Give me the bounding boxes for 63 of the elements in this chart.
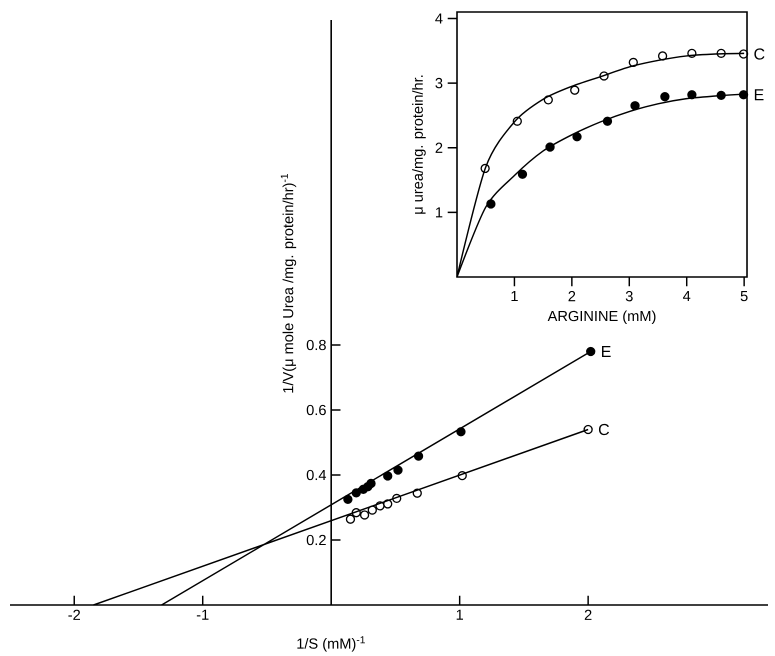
y-tick-label: 3 bbox=[435, 78, 442, 88]
point bbox=[716, 48, 726, 58]
x-tick-label: 2 bbox=[584, 610, 592, 620]
point bbox=[544, 95, 553, 105]
point bbox=[512, 116, 522, 126]
point bbox=[480, 164, 490, 174]
x-tick-label: 2 bbox=[568, 291, 576, 302]
point bbox=[602, 116, 612, 126]
point bbox=[343, 494, 353, 504]
series-label: C bbox=[598, 424, 610, 436]
x-tick-label: 3 bbox=[626, 291, 633, 302]
point bbox=[392, 494, 402, 504]
y-tick-label: 0.4 bbox=[306, 470, 326, 480]
series-label: C bbox=[754, 48, 764, 60]
y-tick-label: 1 bbox=[436, 207, 442, 218]
point bbox=[738, 49, 748, 59]
point bbox=[360, 510, 370, 520]
point bbox=[375, 501, 385, 511]
y-tick-label: 0.2 bbox=[306, 534, 326, 546]
point bbox=[630, 101, 640, 110]
point bbox=[545, 142, 555, 152]
x-tick-label: 4 bbox=[682, 291, 690, 302]
point bbox=[716, 90, 726, 100]
point bbox=[352, 508, 361, 518]
point bbox=[368, 505, 377, 515]
x-axis-title: ARGININE (mM) bbox=[548, 310, 656, 324]
x-tick-label: -2 bbox=[68, 610, 80, 620]
point bbox=[414, 451, 424, 461]
point bbox=[346, 514, 356, 524]
point bbox=[687, 48, 697, 58]
point bbox=[687, 90, 697, 100]
point bbox=[412, 488, 422, 498]
point bbox=[352, 488, 361, 498]
point bbox=[599, 71, 609, 81]
point bbox=[738, 90, 748, 100]
point bbox=[572, 132, 582, 142]
point bbox=[628, 58, 638, 68]
y-tick-label: 4 bbox=[435, 13, 443, 24]
point bbox=[383, 471, 392, 481]
point bbox=[586, 346, 596, 356]
point bbox=[456, 427, 466, 436]
y-tick-label: 0.8 bbox=[306, 340, 326, 350]
series-label: E bbox=[754, 89, 764, 100]
point bbox=[660, 92, 670, 102]
x-tick-label: 5 bbox=[740, 291, 748, 302]
x-tick-label: -1 bbox=[196, 610, 208, 620]
point bbox=[486, 199, 496, 209]
y-axis-title: 1/V(μ mole Urea /mg. protein/hr)$^{-1}$ bbox=[280, 174, 296, 393]
point bbox=[658, 51, 668, 61]
point bbox=[458, 470, 467, 480]
point bbox=[570, 86, 580, 95]
point bbox=[518, 170, 528, 179]
y-tick-label: 2 bbox=[436, 142, 442, 153]
point bbox=[583, 424, 593, 434]
point bbox=[366, 478, 376, 488]
point bbox=[393, 465, 403, 475]
series-label: E bbox=[602, 346, 611, 357]
x-tick-label: 1 bbox=[511, 291, 518, 302]
x-tick-label: 1 bbox=[456, 610, 464, 620]
y-axis-title: μ urea/mg. protein/hr. bbox=[412, 76, 426, 214]
point bbox=[383, 499, 392, 509]
x-axis-title: 1/S (mM)$^{-1}$ bbox=[297, 636, 365, 652]
y-tick-label: 0.6 bbox=[306, 404, 326, 416]
